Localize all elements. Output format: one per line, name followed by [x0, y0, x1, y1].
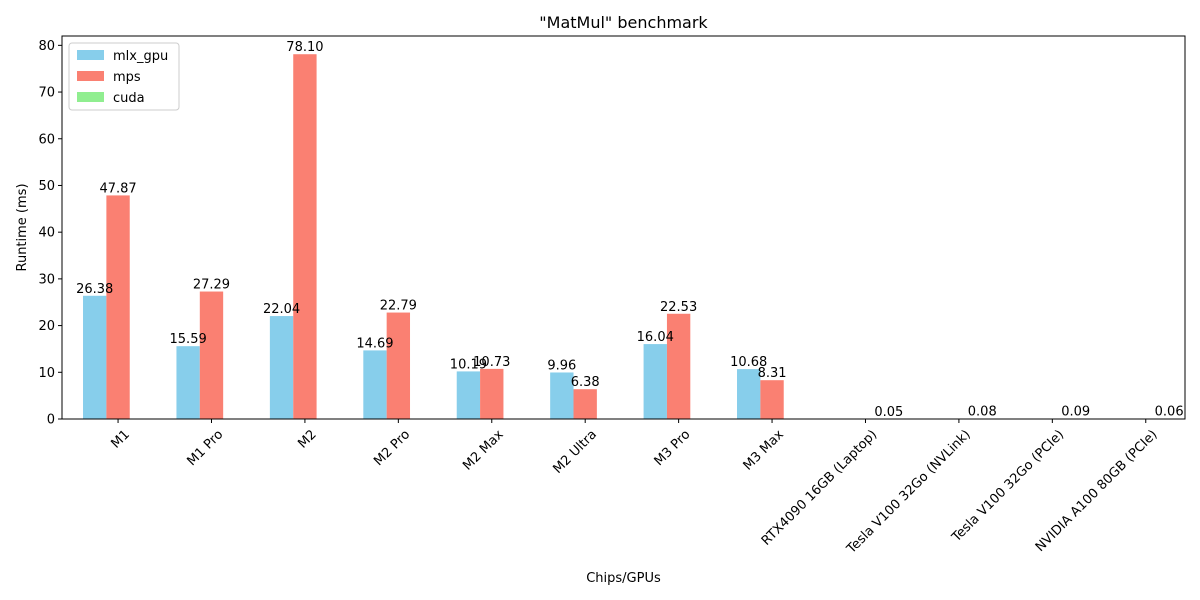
- x-tick-label-6: M3 Pro: [652, 427, 694, 469]
- bar-mlx_gpu-4: [456, 371, 481, 419]
- data-label-mlx_gpu-1: 15.59: [170, 332, 207, 347]
- bar-mlx_gpu-6: [643, 344, 667, 419]
- data-label-mps-7: 8.31: [758, 366, 787, 381]
- bar-mps-4: [480, 368, 504, 419]
- y-tick-label-70: 70: [38, 86, 55, 101]
- x-tick-label-5: M2 Ultra: [550, 427, 600, 477]
- data-label-cuda-10: 0.09: [1061, 405, 1090, 420]
- bar-mps-7: [760, 380, 784, 419]
- data-label-mps-5: 6.38: [571, 375, 600, 390]
- bar-mlx_gpu-2: [269, 316, 294, 419]
- data-label-mlx_gpu-2: 22.04: [263, 302, 300, 317]
- data-label-mlx_gpu-4: 10.19: [450, 357, 487, 372]
- bar-mps-0: [106, 195, 130, 419]
- data-label-mlx_gpu-7: 10.68: [730, 355, 767, 370]
- x-tick-label-2: M2: [295, 427, 319, 451]
- bars-layer: [83, 54, 1181, 420]
- x-axis-title: Chips/GPUs: [586, 571, 661, 586]
- plot-frame: [61, 35, 1186, 420]
- data-label-mps-0: 47.87: [99, 181, 136, 196]
- data-label-mlx_gpu-6: 16.04: [637, 330, 674, 345]
- data-label-mps-4: 10.73: [473, 355, 510, 370]
- data-label-mlx_gpu-3: 14.69: [356, 336, 393, 351]
- y-tick-label-40: 40: [38, 226, 55, 241]
- bar-mps-5: [573, 389, 597, 419]
- y-tick-label-30: 30: [38, 272, 55, 287]
- legend-swatch-cuda: [77, 92, 104, 102]
- x-tick-label-4: M2 Max: [460, 427, 507, 474]
- chart-title: "MatMul" benchmark: [539, 13, 708, 32]
- data-label-mps-6: 22.53: [660, 300, 697, 315]
- legend-swatch-mlx_gpu: [77, 50, 104, 60]
- bar-mlx_gpu-5: [550, 372, 574, 419]
- data-label-cuda-11: 0.06: [1155, 405, 1184, 420]
- bar-mps-2: [293, 54, 317, 420]
- x-tick-label-7: M3 Max: [741, 427, 788, 474]
- bar-mps-1: [199, 291, 224, 419]
- bar-mlx_gpu-1: [176, 346, 200, 419]
- bar-mlx_gpu-0: [83, 295, 107, 419]
- legend-label-mlx_gpu: mlx_gpu: [113, 49, 168, 64]
- data-label-cuda-9: 0.08: [968, 405, 997, 420]
- x-tick-label-3: M2 Pro: [371, 427, 413, 469]
- data-label-mlx_gpu-5: 9.96: [547, 358, 576, 373]
- y-tick-label-50: 50: [38, 179, 55, 194]
- bar-mps-3: [386, 312, 411, 419]
- y-tick-label-60: 60: [38, 132, 55, 147]
- data-label-mps-2: 78.10: [286, 40, 323, 55]
- data-label-mps-3: 22.79: [380, 299, 417, 314]
- x-tick-label-1: M1 Pro: [184, 427, 226, 469]
- x-tick-label-0: M1: [108, 427, 132, 451]
- y-tick-label-0: 0: [47, 413, 55, 428]
- y-tick-label-20: 20: [38, 319, 55, 334]
- data-label-mps-1: 27.29: [193, 278, 230, 293]
- bar-mps-6: [666, 313, 691, 419]
- data-label-cuda-8: 0.05: [874, 405, 903, 420]
- legend-label-cuda: cuda: [113, 91, 145, 106]
- y-tick-label-10: 10: [38, 366, 55, 381]
- y-axis-title: Runtime (ms): [15, 183, 30, 271]
- bar-mlx_gpu-3: [363, 350, 387, 419]
- data-label-mlx_gpu-0: 26.38: [76, 282, 113, 297]
- bar-mlx_gpu-7: [737, 369, 761, 419]
- legend-label-mps: mps: [113, 70, 141, 85]
- legend-swatch-mps: [77, 71, 104, 81]
- y-tick-label-80: 80: [38, 39, 55, 54]
- data-labels-layer: 26.38 15.59 22.04 14.69 10.19 9.96 16.04 10.68 4…: [76, 40, 1184, 420]
